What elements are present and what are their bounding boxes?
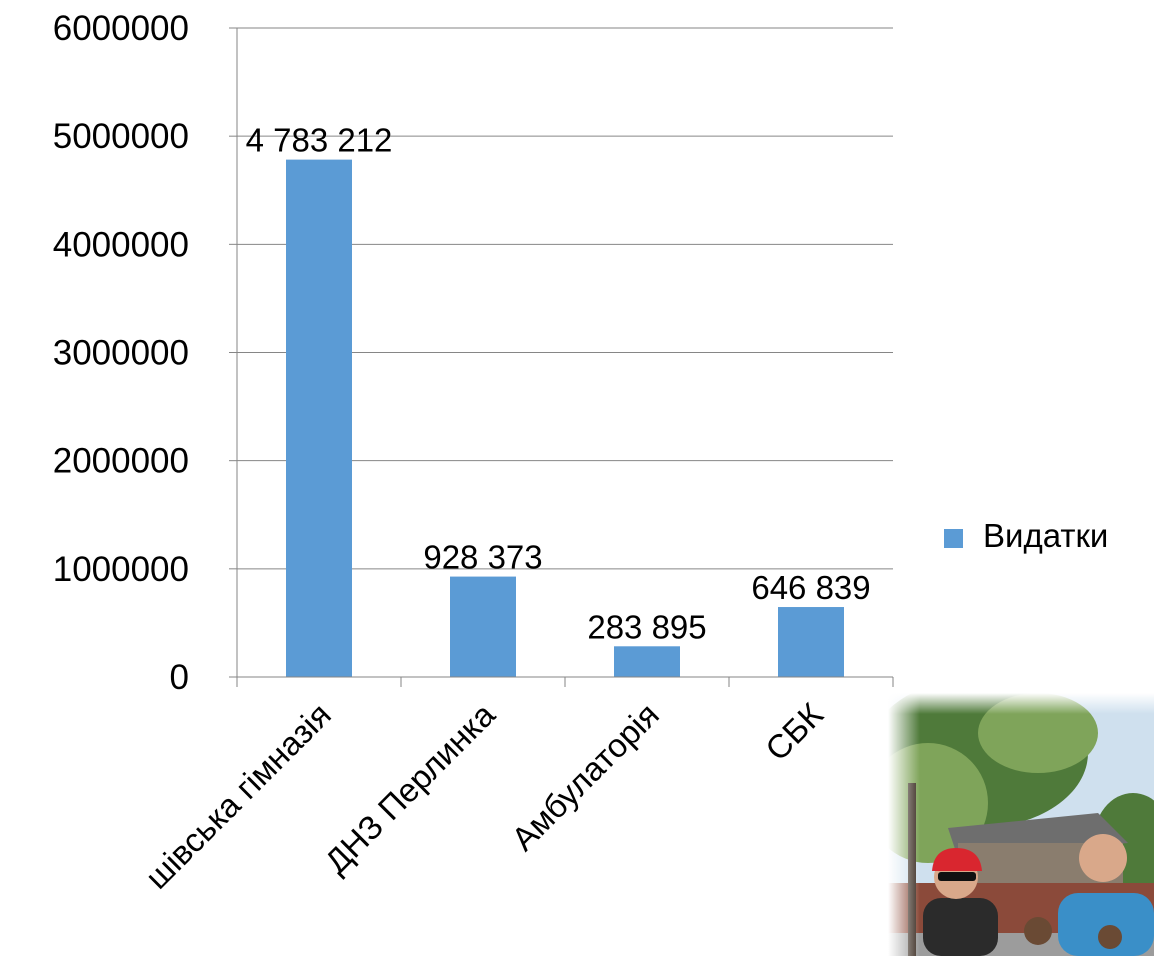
y-tick-label: 1000000 [53,550,189,589]
data-label-сбк: 646 839 [751,569,870,606]
data-label-іванівська-гімназія: 4 783 212 [246,122,393,159]
photo-people-icon [888,693,1154,956]
y-tick-label: 2000000 [53,442,189,481]
bar-іванівська-гімназія [286,159,352,677]
bars [286,159,844,677]
y-tick-label: 4000000 [53,225,189,264]
legend-swatch-vydatky [944,529,963,548]
x-tick-label-днз-перлинка: ДНЗ Перлинка [317,695,502,880]
y-tick-labels: 0 1000000 2000000 3000000 4000000 5000000 6000… [53,9,189,697]
legend-label-vydatky: Видатки [983,517,1108,554]
axes [229,27,894,687]
data-labels: 4 783 212 928 373 283 895 646 839 [246,122,871,646]
y-tick-label: 3000000 [53,334,189,373]
bar-сбк [778,607,844,677]
x-tick-label-іванівська-гімназія: шівська гімназія [138,696,338,896]
x-tick-label-сбк: СБК [758,695,830,767]
x-tick-label-амбулаторія: Амбулаторія [504,696,666,858]
bar-амбулаторія [614,646,680,677]
legend: Видатки [944,517,1108,554]
y-tick-label: 0 [170,658,189,697]
data-label-днз-перлинка: 928 373 [423,539,542,576]
y-tick-label: 5000000 [53,117,189,156]
bar-днз-перлинка [450,576,516,677]
y-tick-label: 6000000 [53,9,189,48]
data-label-амбулаторія: 283 895 [587,608,706,645]
